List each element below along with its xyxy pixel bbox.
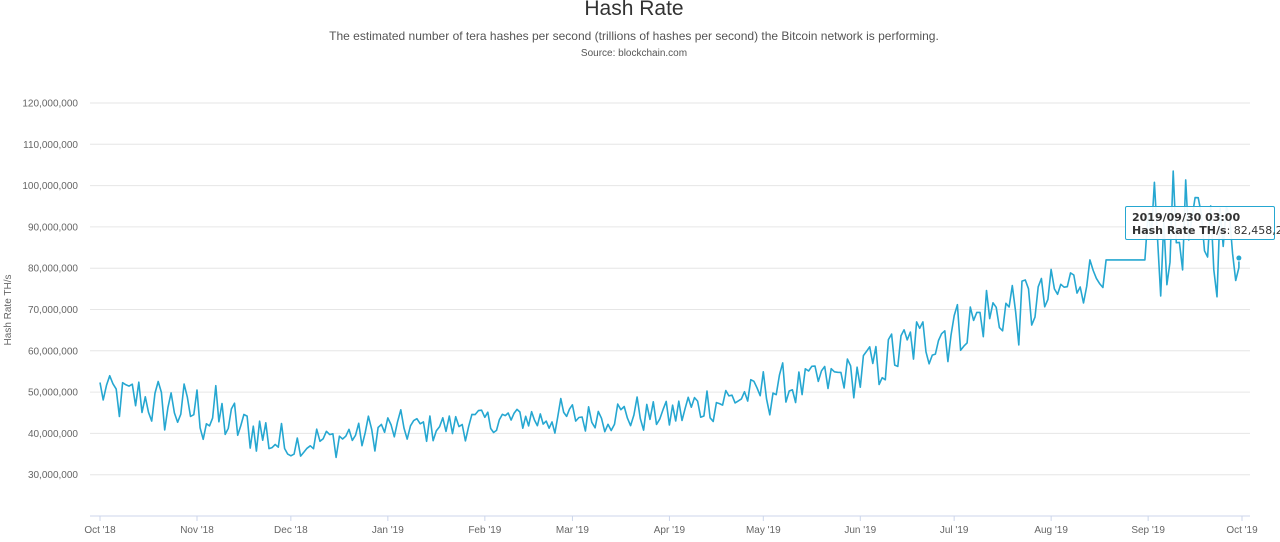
tooltip-date: 2019/09/30 03:00 xyxy=(1132,211,1241,224)
x-tick-label: Jan '19 xyxy=(372,525,404,536)
series-line xyxy=(99,170,1240,459)
x-tick-label: Aug '19 xyxy=(1034,525,1068,536)
x-tick-label: May '19 xyxy=(746,525,781,536)
y-tick-label: 70,000,000 xyxy=(28,305,78,316)
tooltip-series-label: Hash Rate TH/s xyxy=(1132,224,1227,237)
x-tick-label: Oct '19 xyxy=(1226,525,1258,536)
tooltip-value: 82,458,228 xyxy=(1233,224,1280,237)
y-tick-label: 50,000,000 xyxy=(28,388,78,399)
x-tick-label: Apr '19 xyxy=(654,525,686,536)
x-tick-label: Dec '18 xyxy=(274,525,308,536)
x-tick-label: Jun '19 xyxy=(844,525,876,536)
chart-subtitle: The estimated number of tera hashes per … xyxy=(329,29,939,43)
chart-source: Source: blockchain.com xyxy=(580,48,688,59)
y-tick-label: 110,000,000 xyxy=(23,140,78,151)
chart-title: Hash Rate xyxy=(584,0,684,20)
y-tick-label: 120,000,000 xyxy=(22,99,78,110)
x-tick-label: Sep '19 xyxy=(1131,525,1165,536)
x-tick-label: Jul '19 xyxy=(940,525,969,536)
y-tick-label: 80,000,000 xyxy=(28,264,78,275)
y-axis-title: Hash Rate TH/s xyxy=(3,275,14,346)
y-tick-label: 100,000,000 xyxy=(22,181,78,192)
y-tick-label: 60,000,000 xyxy=(28,346,78,357)
hover-point-marker xyxy=(1235,254,1243,262)
x-tick-label: Mar '19 xyxy=(556,525,589,536)
hover-tooltip: 2019/09/30 03:00 Hash Rate TH/s: 82,458,… xyxy=(1125,206,1280,240)
tooltip-sep: : xyxy=(1226,224,1234,237)
y-tick-label: 90,000,000 xyxy=(28,222,78,233)
x-tick-label: Oct '18 xyxy=(84,525,116,536)
y-tick-label: 40,000,000 xyxy=(28,429,78,440)
x-tick-label: Feb '19 xyxy=(468,525,501,536)
x-tick-label: Nov '18 xyxy=(180,525,214,536)
y-tick-label: 30,000,000 xyxy=(28,470,78,481)
tooltip-row: Hash Rate TH/s: 82,458,228 xyxy=(1132,224,1280,238)
